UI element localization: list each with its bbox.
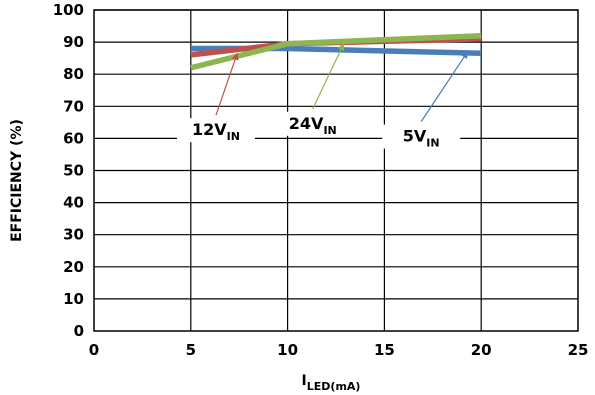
y-tick-labels: 0 10 20 30 40 50 60 70 80 90 100 [53, 1, 84, 340]
y-tick-label: 100 [53, 1, 84, 19]
annotation-background [382, 124, 461, 149]
annotation-background [273, 111, 352, 136]
grid-lines [94, 9, 578, 331]
x-tick-label: 15 [374, 341, 395, 359]
y-axis-title: EFFICIENCY (%) [9, 119, 25, 242]
y-tick-label: 80 [63, 65, 84, 83]
annotation-label-24v: 24VIN [289, 114, 337, 137]
x-tick-label: 20 [471, 341, 492, 359]
plot-frame [93, 9, 579, 332]
annotation-subscript: IN [426, 137, 439, 150]
y-tick-label: 70 [63, 97, 84, 115]
y-tick-label: 10 [63, 290, 84, 308]
x-tick-label: 10 [277, 341, 298, 359]
x-tick-label: 5 [186, 341, 196, 359]
annotation-label-12v: 12VIN [192, 120, 240, 143]
y-tick-label: 30 [63, 226, 84, 244]
x-tick-label: 25 [568, 341, 589, 359]
x-axis-title-subscript: LED(mA) [307, 380, 361, 393]
y-tick-label: 40 [63, 194, 84, 212]
series-line-24v [190, 32, 482, 71]
annotation-arrow-12v [215, 52, 239, 116]
axis-titles: ILED(mA) EFFICIENCY (%) [9, 119, 360, 393]
annotation-background [176, 118, 255, 143]
y-tick-label: 50 [63, 162, 84, 180]
x-tick-label: 0 [89, 341, 99, 359]
annotation-main: 12V [192, 120, 227, 139]
x-axis-title: ILED(mA) [302, 373, 361, 393]
y-tick-label: 90 [63, 33, 84, 51]
x-axis-title-main: I [302, 373, 307, 389]
y-tick-label: 0 [74, 322, 84, 340]
annotation-subscript: IN [323, 124, 336, 137]
annotation-label-5v: 5VIN [403, 127, 440, 150]
annotation-arrow-5v [420, 51, 469, 122]
axes [93, 9, 579, 332]
y-tick-label: 20 [63, 258, 84, 276]
y-tick-label: 60 [63, 129, 84, 147]
annotation-main: 24V [289, 114, 324, 133]
annotation-main: 5V [403, 127, 427, 146]
data-series [190, 32, 482, 71]
x-tick-labels: 0 5 10 15 20 25 [89, 341, 589, 359]
annotation-arrow-24v [312, 43, 345, 110]
annotation-subscript: IN [227, 130, 240, 143]
